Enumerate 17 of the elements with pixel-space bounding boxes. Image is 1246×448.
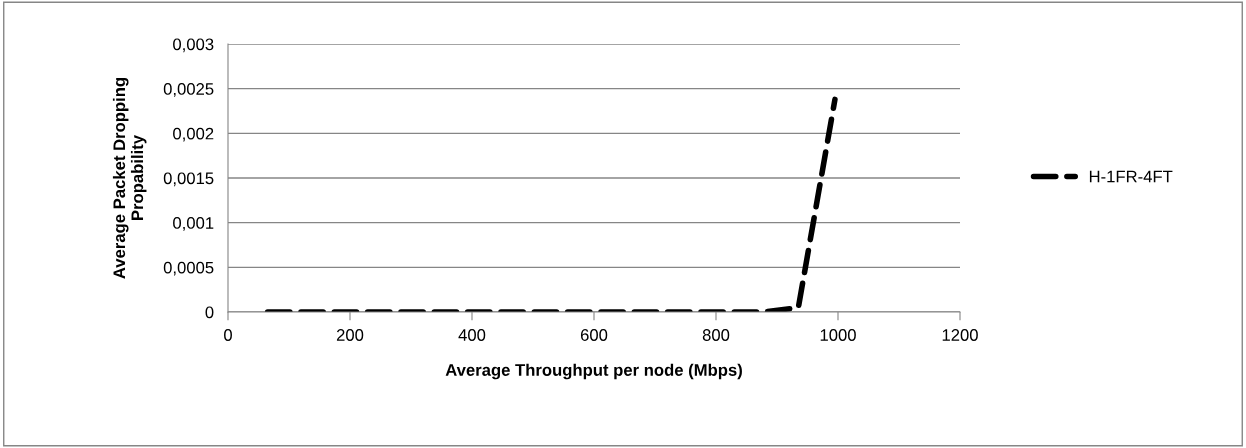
y-tick-label: 0,003 [173, 38, 214, 53]
x-tick-label: 600 [580, 329, 608, 341]
y-tick-label: 0 [205, 306, 214, 319]
y-axis-title: Average Packet Dropping Propability [112, 78, 147, 279]
x-axis-title: Average Throughput per node (Mbps) [445, 363, 742, 380]
legend-label: H-1FR-4FT [1089, 170, 1173, 183]
x-tick-label: 400 [458, 329, 486, 341]
y-tick-label: 0,0025 [163, 83, 214, 97]
x-tick-label: 800 [702, 329, 730, 341]
x-tick-label: 200 [336, 329, 364, 341]
x-tick-label: 0 [224, 329, 232, 341]
y-tick-label: 0,0005 [163, 261, 214, 276]
x-tick-label: 1000 [820, 329, 856, 341]
x-tick-label: 1200 [942, 329, 978, 341]
y-tick-label: 0,002 [173, 127, 214, 142]
y-tick-label: 0,0015 [163, 172, 214, 187]
y-tick-label: 0,001 [173, 217, 214, 231]
